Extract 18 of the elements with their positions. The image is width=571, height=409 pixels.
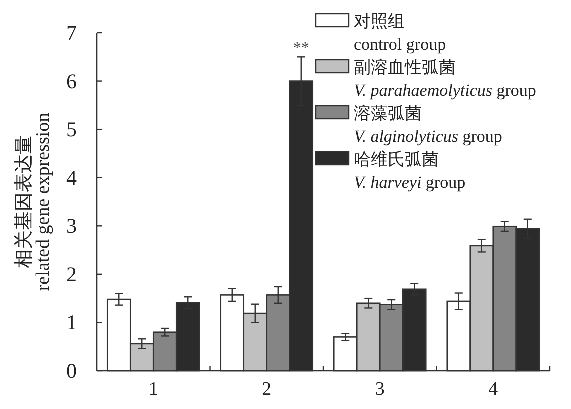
annotation: **	[293, 40, 310, 58]
x-tick-label: 1	[148, 379, 158, 400]
legend-label: 对照组 control group	[354, 12, 446, 54]
legend-label: 溶藻弧菌 V. alginolyticus group	[354, 104, 502, 146]
y-axis-title: 相关基因表达量 related gene expression	[14, 112, 54, 292]
y-tick-label: 0	[66, 359, 77, 383]
y-tick-label: 1	[66, 310, 77, 335]
y-tick-label: 5	[66, 118, 77, 142]
x-tick-label: 2	[262, 379, 272, 400]
y-tick-label: 6	[66, 69, 77, 94]
y-tick-label: 7	[66, 21, 77, 45]
x-tick-label: 4	[488, 379, 499, 400]
legend-label: 副溶血性弧菌 V. parahaemolyticus group	[354, 58, 536, 100]
x-tick-label: 3	[375, 379, 385, 400]
y-tick-label: 3	[66, 214, 77, 238]
y-tick-label: 4	[66, 166, 78, 190]
y-tick-label: 2	[66, 262, 77, 286]
legend-label: 哈维氏弧菌 V. harveyi group	[354, 150, 466, 192]
